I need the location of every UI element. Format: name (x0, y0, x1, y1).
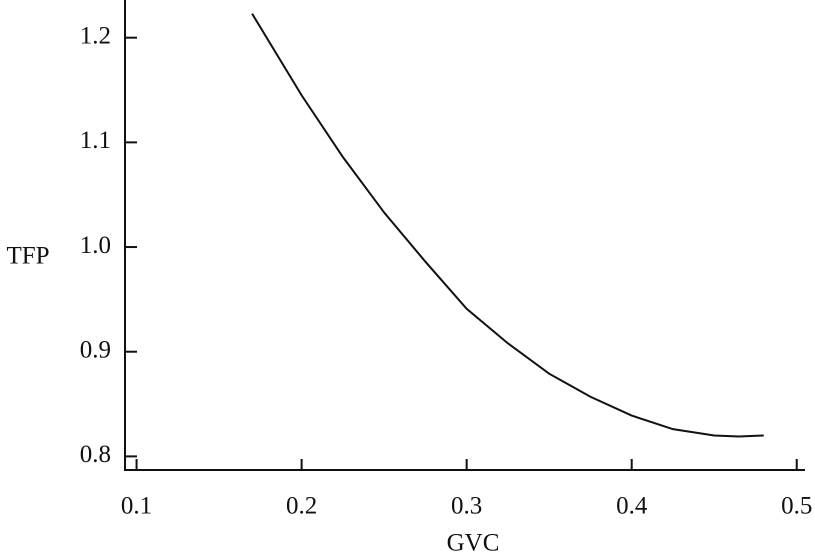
x-axis-label: GVC (447, 530, 500, 555)
x-tick-label: 0.2 (286, 493, 317, 520)
y-tick-label: 1.0 (80, 232, 111, 259)
x-tick-label: 0.3 (451, 493, 482, 520)
y-tick-label: 1.1 (80, 127, 111, 154)
y-tick-label: 0.8 (80, 441, 111, 468)
y-axis-label: TFP (6, 243, 49, 270)
x-tick-label: 0.5 (781, 493, 812, 520)
x-tick-label: 0.1 (121, 493, 152, 520)
y-tick-label: 1.2 (80, 22, 111, 49)
x-tick-label: 0.4 (616, 493, 648, 520)
line (251, 13, 764, 438)
y-tick-label: 0.9 (80, 336, 111, 363)
